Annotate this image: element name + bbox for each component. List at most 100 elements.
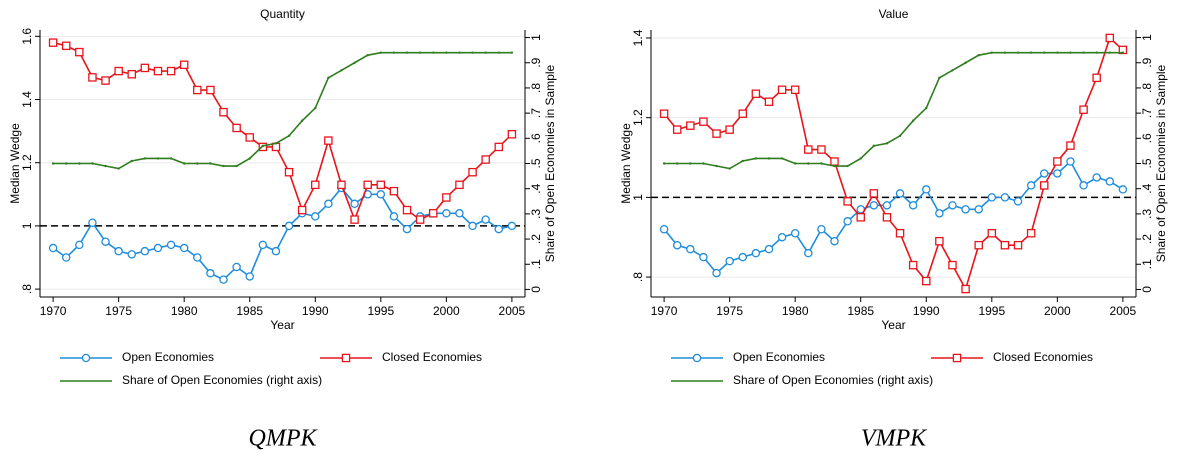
x-tick-label: 2000 <box>433 304 460 318</box>
marker <box>1069 51 1072 54</box>
marker <box>751 248 761 258</box>
marker <box>179 243 189 253</box>
marker <box>179 60 189 70</box>
marker <box>935 209 944 218</box>
marker <box>350 199 359 209</box>
marker <box>376 190 386 199</box>
legend-marker <box>692 353 702 363</box>
y2-axis-label: Share of Open Economies in Sample <box>1154 64 1168 262</box>
x-tick-label: 1975 <box>105 304 132 318</box>
marker <box>686 244 695 254</box>
series-line <box>53 51 512 170</box>
y2-tick-label: 0 <box>529 286 543 293</box>
marker <box>1000 193 1010 202</box>
marker <box>715 164 718 168</box>
x-tick-label: 2005 <box>499 304 526 318</box>
marker <box>169 157 173 160</box>
marker <box>1043 51 1046 54</box>
marker <box>846 164 849 168</box>
marker <box>672 125 682 134</box>
marker <box>127 250 137 259</box>
legend-marker <box>81 353 91 363</box>
marker <box>1079 181 1088 190</box>
x-tick-label: 1990 <box>913 304 940 318</box>
marker <box>804 248 813 258</box>
marker <box>392 51 396 54</box>
marker <box>507 130 517 139</box>
marker <box>497 51 500 54</box>
x-tick-label: 1970 <box>651 304 678 318</box>
y2-tick-label: 1 <box>529 34 543 41</box>
y2-tick-label: .4 <box>1140 183 1154 193</box>
marker <box>1118 185 1128 194</box>
marker <box>686 121 695 130</box>
legend-label: Share of Open Economies (right axis) <box>733 373 933 387</box>
marker <box>65 162 68 165</box>
marker <box>274 142 278 145</box>
x-tick-label: 1985 <box>236 304 263 318</box>
x-tick-label: 1995 <box>978 304 1005 318</box>
series-line <box>663 160 1124 275</box>
marker <box>908 260 918 270</box>
marker <box>61 41 71 51</box>
marker <box>922 185 931 194</box>
marker <box>209 162 212 165</box>
y-tick-label: 1.4 <box>631 29 645 46</box>
marker <box>833 164 836 168</box>
marker <box>156 157 160 160</box>
marker <box>987 193 997 202</box>
marker <box>507 221 517 231</box>
marker <box>245 133 254 142</box>
marker <box>725 125 734 134</box>
marker <box>977 53 980 57</box>
marker <box>327 76 330 80</box>
x-tick-label: 1985 <box>847 304 874 318</box>
marker <box>974 205 983 214</box>
marker <box>206 269 215 278</box>
x-tick-label: 1975 <box>716 304 743 318</box>
y-tick-label: 1 <box>20 222 34 229</box>
marker <box>961 284 970 294</box>
marker <box>659 109 669 118</box>
marker <box>314 106 317 110</box>
y2-tick-label: 0 <box>1140 286 1154 293</box>
marker <box>363 180 372 190</box>
y2-tick-label: 1 <box>1140 34 1154 41</box>
marker <box>297 205 307 215</box>
y2-tick-label: .7 <box>1140 108 1154 118</box>
y2-tick-label: .3 <box>1140 209 1154 219</box>
y2-tick-label: .5 <box>529 158 543 168</box>
marker <box>166 240 176 250</box>
marker <box>699 117 708 126</box>
marker <box>468 221 477 231</box>
marker <box>324 136 333 145</box>
marker <box>662 162 666 165</box>
marker <box>843 197 852 206</box>
marker <box>415 215 425 224</box>
marker <box>659 225 669 234</box>
marker <box>130 159 133 163</box>
marker <box>777 232 787 242</box>
marker <box>702 162 705 165</box>
marker <box>793 162 797 165</box>
marker <box>856 213 865 222</box>
marker <box>728 167 731 170</box>
y2-tick-label: .2 <box>529 234 543 244</box>
legend-label: Open Economies <box>122 350 214 364</box>
marker <box>1016 51 1020 54</box>
marker <box>882 201 892 210</box>
marker <box>75 47 84 57</box>
marker <box>1029 51 1033 54</box>
marker <box>1039 169 1049 178</box>
marker <box>1039 181 1049 190</box>
marker <box>88 218 97 227</box>
marker <box>908 201 918 210</box>
marker <box>964 61 967 64</box>
marker <box>405 51 409 54</box>
marker <box>859 157 862 160</box>
marker <box>271 246 281 256</box>
marker <box>366 53 369 57</box>
x-tick-label: 1990 <box>302 304 329 318</box>
marker <box>91 162 94 165</box>
x-tick-label: 1980 <box>171 304 198 318</box>
